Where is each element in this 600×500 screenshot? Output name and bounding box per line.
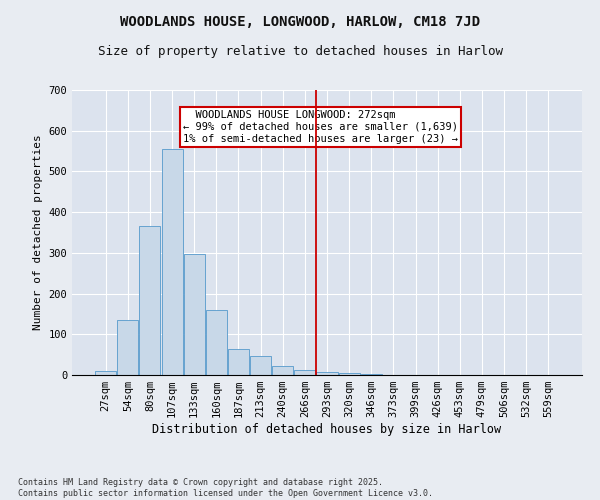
Bar bbox=[139, 226, 160, 375]
Bar bbox=[338, 373, 359, 375]
Bar bbox=[95, 371, 116, 375]
Bar bbox=[361, 374, 382, 375]
X-axis label: Distribution of detached houses by size in Harlow: Distribution of detached houses by size … bbox=[152, 423, 502, 436]
Bar bbox=[118, 320, 139, 375]
Y-axis label: Number of detached properties: Number of detached properties bbox=[33, 134, 43, 330]
Bar bbox=[184, 254, 205, 375]
Text: WOODLANDS HOUSE, LONGWOOD, HARLOW, CM18 7JD: WOODLANDS HOUSE, LONGWOOD, HARLOW, CM18 … bbox=[120, 15, 480, 29]
Bar bbox=[228, 348, 249, 375]
Text: WOODLANDS HOUSE LONGWOOD: 272sqm
← 99% of detached houses are smaller (1,639)
1%: WOODLANDS HOUSE LONGWOOD: 272sqm ← 99% o… bbox=[183, 110, 458, 144]
Text: Contains HM Land Registry data © Crown copyright and database right 2025.
Contai: Contains HM Land Registry data © Crown c… bbox=[18, 478, 433, 498]
Bar bbox=[295, 370, 316, 375]
Bar bbox=[272, 366, 293, 375]
Bar bbox=[316, 372, 338, 375]
Bar bbox=[161, 149, 182, 375]
Bar bbox=[250, 356, 271, 375]
Text: Size of property relative to detached houses in Harlow: Size of property relative to detached ho… bbox=[97, 45, 503, 58]
Bar bbox=[206, 310, 227, 375]
